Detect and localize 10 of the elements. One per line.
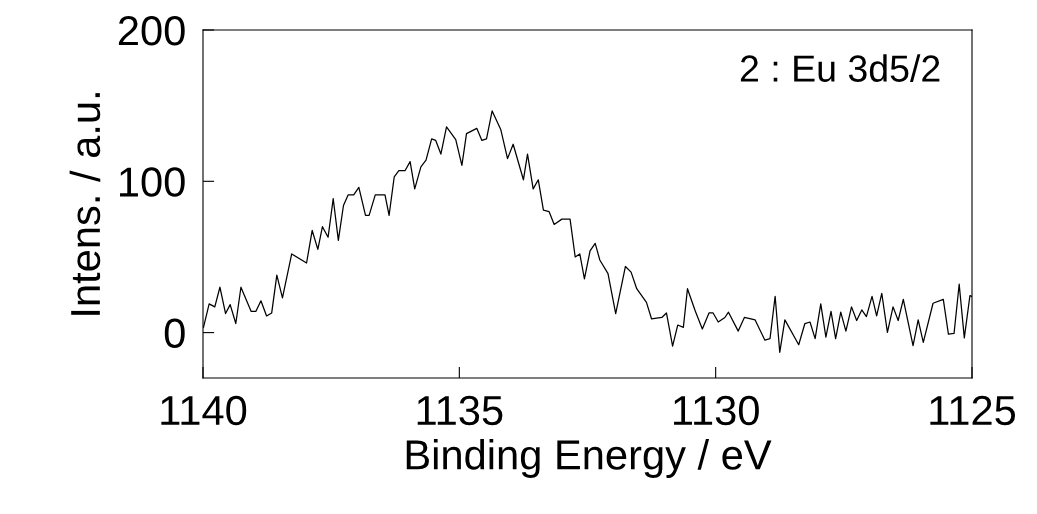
x-tick-label: 1130 — [674, 395, 759, 426]
x-tick-label: 1140 — [161, 395, 247, 426]
x-tick-label: 1135 — [417, 395, 503, 426]
x-tick-label: 1125 — [930, 395, 1016, 426]
y-tick-label: 200 — [118, 16, 185, 46]
y-tick-label: 100 — [120, 167, 185, 197]
x-axis-title: Binding Energy / eV — [406, 439, 772, 478]
y-axis-title: Intens. / a.u. — [69, 93, 101, 315]
y-tick-label: 0 — [164, 318, 185, 349]
annotation: 2 : Eu 3d5/2 — [740, 54, 940, 82]
